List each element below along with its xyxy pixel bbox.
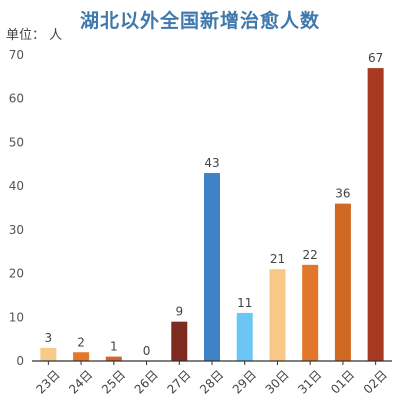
bar-24日 <box>73 352 90 361</box>
data-label: 22 <box>303 248 318 262</box>
x-axis-ticks: 23日 24日 25日 26日 27日 28日 29日 30日 31日 01日 02日 <box>34 361 390 397</box>
x-tick-label: 24日 <box>66 367 95 396</box>
bar-29日 <box>236 312 253 361</box>
bar-28日 <box>204 173 220 361</box>
data-label: 36 <box>335 187 350 201</box>
chart-title: 湖北以外全国新增治愈人数 <box>79 10 320 32</box>
data-label: 1 <box>110 340 118 354</box>
data-label: 11 <box>237 296 252 310</box>
x-tick-label: 01日 <box>328 367 357 396</box>
unit-label: 单位： 人 <box>6 28 63 43</box>
bar-27日 <box>171 321 188 361</box>
y-tick-label: 0 <box>16 354 24 368</box>
data-label: 43 <box>204 156 219 170</box>
y-tick-label: 60 <box>9 92 24 106</box>
x-tick-label: 27日 <box>164 367 193 396</box>
y-tick-label: 50 <box>9 135 24 149</box>
bar-30日 <box>269 269 286 361</box>
y-tick-label: 30 <box>9 223 24 237</box>
bar-01日 <box>334 203 351 361</box>
y-tick-label: 40 <box>9 179 24 193</box>
data-label: 21 <box>270 252 285 266</box>
x-tick-label: 29日 <box>230 367 259 396</box>
data-label: 0 <box>143 344 151 358</box>
x-tick-label: 28日 <box>197 367 226 396</box>
bars <box>40 68 384 361</box>
y-tick-label: 20 <box>9 267 24 281</box>
bar-31日 <box>302 264 319 361</box>
bar-25日 <box>105 356 122 361</box>
x-tick-label: 30日 <box>263 367 292 396</box>
x-tick-label: 02日 <box>361 367 390 396</box>
data-label: 3 <box>45 331 53 345</box>
x-tick-label: 25日 <box>99 367 128 396</box>
x-tick-label: 23日 <box>34 367 63 396</box>
x-tick-label: 26日 <box>132 367 161 396</box>
y-axis-ticks: 0 10 20 30 40 50 60 70 <box>9 48 24 368</box>
bar-23日 <box>40 347 57 361</box>
y-tick-label: 10 <box>9 310 24 324</box>
x-tick-label: 31日 <box>295 367 324 396</box>
data-label: 67 <box>368 51 383 65</box>
data-label: 2 <box>77 335 85 349</box>
data-label: 9 <box>175 305 183 319</box>
bar-02日 <box>367 68 384 361</box>
y-tick-label: 70 <box>9 48 24 62</box>
